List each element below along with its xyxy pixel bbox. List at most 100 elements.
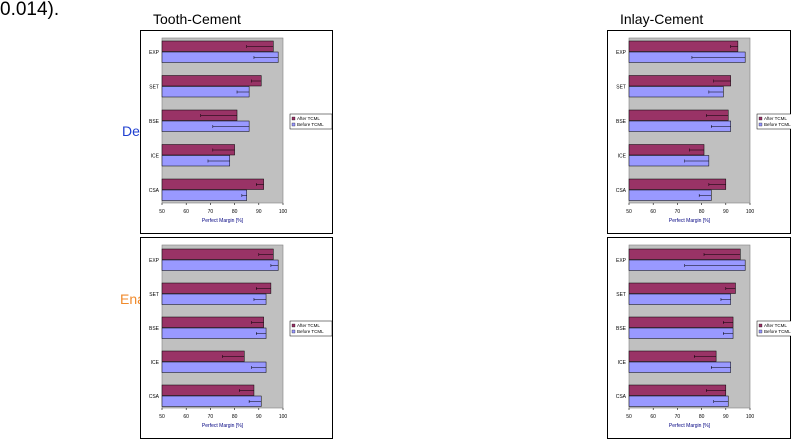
x-tick-label: 90 <box>723 209 729 215</box>
x-tick-label: 60 <box>650 209 656 215</box>
legend-swatch <box>758 116 763 121</box>
category-label: EXP <box>149 50 160 56</box>
bar-after-tcml <box>161 316 264 328</box>
legend-label: After TCML <box>297 116 320 121</box>
x-tick-label: 70 <box>208 209 214 215</box>
x-tick-label: 100 <box>746 414 755 420</box>
legend-swatch <box>758 323 763 328</box>
bar-before-tcml <box>628 51 746 63</box>
bar-after-tcml <box>161 282 272 294</box>
x-tick-label: 80 <box>699 209 705 215</box>
x-tick-label: 70 <box>208 414 214 420</box>
category-label: ICE <box>151 154 160 160</box>
legend-swatch <box>291 329 296 334</box>
category-label: EXP <box>616 258 627 264</box>
legend-label: Before TCML <box>764 329 791 334</box>
caption-fragment: 0.014). <box>0 0 60 20</box>
x-tick-label: 70 <box>675 209 681 215</box>
bar-before-tcml <box>161 86 250 98</box>
x-tick-label: 90 <box>256 414 262 420</box>
x-tick-label: 80 <box>232 414 238 420</box>
category-label: EXP <box>149 258 160 264</box>
x-tick-label: 50 <box>626 414 632 420</box>
bar-before-tcml <box>161 259 279 271</box>
category-label: CSA <box>149 394 160 400</box>
legend-box <box>289 320 333 337</box>
bar-after-tcml <box>628 40 739 52</box>
bar-before-tcml <box>161 155 231 167</box>
bar-after-tcml <box>628 316 734 328</box>
column-title-inlay-cement: Inlay-Cement <box>620 11 704 27</box>
legend-label: After TCML <box>764 116 787 121</box>
legend-swatch <box>758 122 763 127</box>
legend-swatch <box>291 323 296 328</box>
category-label: ICE <box>151 360 160 366</box>
bar-before-tcml <box>161 395 262 407</box>
x-tick-label: 50 <box>159 414 165 420</box>
legend-label: Before TCML <box>764 122 791 127</box>
legend-swatch <box>291 122 296 127</box>
chart-inlay-cement-enamel: 50 60 70 80 90 100 Perfect Margin [%] EXP SET BSE… <box>607 237 791 439</box>
x-axis-label: Perfect Margin [%] <box>202 218 244 224</box>
category-label: CSA <box>616 394 627 400</box>
bar-before-tcml <box>161 327 267 339</box>
legend-box <box>756 320 791 337</box>
x-tick-label: 80 <box>232 209 238 215</box>
category-label: EXP <box>616 50 627 56</box>
x-axis-label: Perfect Margin [%] <box>669 218 711 224</box>
chart-inlay-cement-dentin: 50 60 70 80 90 100 Perfect Margin [%] EXP SET BSE… <box>607 30 791 234</box>
x-axis-label: Perfect Margin [%] <box>669 423 711 429</box>
category-label: SET <box>149 292 159 298</box>
category-label: BSE <box>616 119 627 125</box>
bar-before-tcml <box>628 86 724 98</box>
bar-before-tcml <box>628 293 731 305</box>
x-tick-label: 90 <box>723 414 729 420</box>
bar-before-tcml <box>628 361 731 373</box>
x-tick-label: 90 <box>256 209 262 215</box>
category-label: SET <box>616 85 626 91</box>
bar-before-tcml <box>628 120 731 132</box>
bar-after-tcml <box>161 248 274 260</box>
bar-before-tcml <box>161 361 267 373</box>
legend-label: Before TCML <box>297 329 324 334</box>
x-tick-label: 70 <box>675 414 681 420</box>
legend-box <box>289 113 333 130</box>
bar-before-tcml <box>161 189 247 201</box>
legend-swatch <box>291 116 296 121</box>
category-label: CSA <box>149 188 160 194</box>
bar-before-tcml <box>628 189 712 201</box>
x-tick-label: 50 <box>159 209 165 215</box>
x-tick-label: 100 <box>279 414 288 420</box>
x-tick-label: 100 <box>746 209 755 215</box>
category-label: ICE <box>618 154 627 160</box>
bar-before-tcml <box>628 327 734 339</box>
bar-before-tcml <box>628 395 729 407</box>
bar-after-tcml <box>628 282 736 294</box>
chart-tooth-cement-dentin: 50 60 70 80 90 100 Perfect Margin [%] EXP SET BSE… <box>140 30 333 234</box>
x-tick-label: 60 <box>183 414 189 420</box>
x-axis-label: Perfect Margin [%] <box>202 423 244 429</box>
legend-label: Before TCML <box>297 122 324 127</box>
category-label: BSE <box>149 119 160 125</box>
bar-before-tcml <box>161 293 267 305</box>
bar-after-tcml <box>628 144 705 156</box>
bar-after-tcml <box>161 75 262 87</box>
category-label: SET <box>616 292 626 298</box>
x-tick-label: 100 <box>279 209 288 215</box>
x-tick-label: 60 <box>183 209 189 215</box>
category-label: ICE <box>618 360 627 366</box>
legend-label: After TCML <box>297 323 320 328</box>
bar-after-tcml <box>161 144 235 156</box>
category-label: CSA <box>616 188 627 194</box>
chart-tooth-cement-enamel: 50 60 70 80 90 100 Perfect Margin [%] EXP SET BSE… <box>140 237 333 439</box>
category-label: BSE <box>616 326 627 332</box>
bar-after-tcml <box>161 178 264 190</box>
category-label: BSE <box>149 326 160 332</box>
legend-box <box>756 113 791 130</box>
legend-swatch <box>758 329 763 334</box>
x-tick-label: 60 <box>650 414 656 420</box>
legend-label: After TCML <box>764 323 787 328</box>
column-title-tooth-cement: Tooth-Cement <box>153 11 241 27</box>
x-tick-label: 80 <box>699 414 705 420</box>
bar-after-tcml <box>628 75 731 87</box>
